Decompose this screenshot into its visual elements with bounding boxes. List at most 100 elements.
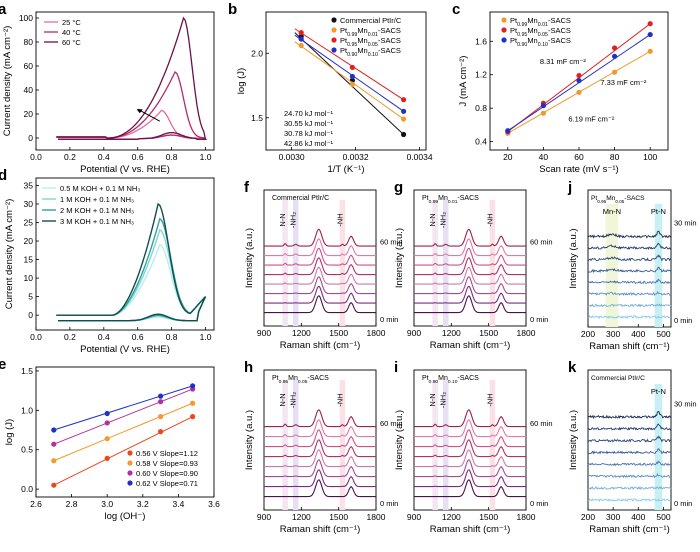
- panel-d: 0.0 0.2 0.4 0.6 0.8 1.0 0 5 10 15 20 25 30 35 Potentia…: [0, 167, 215, 355]
- x-tick-label: 900: [257, 328, 271, 338]
- x-tick-label: 0.0: [30, 332, 42, 342]
- panel-k: 200 300 400 500 Raman shift (cm⁻¹) Intensity …: [568, 359, 697, 535]
- y-tick-label: 30: [24, 199, 34, 209]
- data-point: [576, 89, 582, 95]
- x-tick-label: 2.8: [66, 499, 78, 509]
- data-point: [505, 128, 511, 134]
- y-axis-label: log (J): [4, 419, 15, 445]
- raman-spectrum: [414, 469, 526, 488]
- legend-marker: [331, 37, 337, 43]
- y-axis-label: Intensity (a.u.): [394, 410, 405, 470]
- x-tick-label: 1.0: [200, 332, 212, 342]
- raman-spectrum: [587, 423, 672, 431]
- panel-title: Pt0.90Mn0.10-SACS: [422, 375, 479, 385]
- raman-spectrum: [587, 278, 672, 285]
- text-run: -SACS: [548, 16, 571, 25]
- x-tick-label: 900: [257, 512, 271, 522]
- x-tick-label: 300: [606, 512, 620, 522]
- cv-curve: [56, 217, 207, 322]
- panel-letter: k: [568, 359, 577, 376]
- band-shade: [654, 204, 663, 327]
- legend-label: 0.58 V Slope=0.93: [136, 459, 198, 468]
- x-tick-label: 0.0034: [407, 152, 433, 162]
- subscript: 0.90: [347, 52, 357, 58]
- band-label: N-N: [278, 213, 287, 226]
- x-tick-label: 0.6: [132, 332, 144, 342]
- y-tick-label: 1.0: [21, 405, 33, 415]
- raman-spectrum: [414, 409, 526, 428]
- panel-c: 20 40 60 80 100 0.4 0.8 1.2 1.6 Scan rate (mV s⁻¹…: [452, 1, 669, 175]
- y-tick-label: 0: [28, 133, 33, 143]
- band-label: -NH: [485, 213, 494, 226]
- data-point: [647, 48, 653, 54]
- panel-f: 900 1200 1500 1800 Raman shift (cm⁻¹) Intensi…: [244, 179, 403, 351]
- panel-i: 900 1200 1500 1800 Raman shift (cm⁻¹) Intensi…: [394, 359, 553, 535]
- fit-line: [294, 32, 404, 135]
- subscript: 0.05: [368, 42, 378, 48]
- text-run: -SACS: [457, 375, 479, 382]
- text-run: -SACS: [378, 36, 401, 45]
- axes-frame: [265, 11, 427, 151]
- band-shade: [605, 204, 619, 327]
- time-top: 60 min: [380, 237, 403, 246]
- legend-marker: [331, 47, 337, 53]
- panel-letter: d: [0, 167, 7, 184]
- text-run: Mn: [527, 36, 537, 45]
- x-axis-label: log (OH⁻): [105, 511, 146, 522]
- axes-frame: [413, 369, 527, 511]
- x-tick-label: 0.4: [98, 152, 110, 162]
- data-point: [51, 441, 57, 447]
- subscript: 0.90: [517, 42, 527, 48]
- panel-title: Commercial PtIr/C: [272, 195, 329, 202]
- cdl-label: 6.19 mF cm⁻²: [568, 115, 615, 124]
- panel-letter: h: [244, 359, 253, 376]
- panel-b: 0.0030 0.0032 0.0034 1.5 2.0 1/T (K⁻¹) log (J)…: [228, 1, 433, 175]
- raman-spectrum: [264, 469, 376, 488]
- subscript: 0.10: [538, 42, 548, 48]
- y-axis-label: J (mA cm⁻²): [458, 56, 469, 107]
- panel-a: 0.0 0.2 0.4 0.6 0.8 1.0 0 20 40 60 80 100 Potential …: [0, 1, 215, 175]
- band-label: -NH₂: [439, 392, 448, 408]
- text-run: -SACS: [378, 46, 401, 55]
- band-shade: [489, 200, 496, 326]
- data-point: [401, 116, 407, 122]
- activation-energy: 42.86 kJ mol⁻¹: [284, 139, 333, 148]
- data-point: [158, 414, 164, 420]
- x-tick-label: 0.8: [166, 152, 178, 162]
- legend-label: Pt0.95Mn0.05-SACS: [510, 26, 571, 38]
- data-point: [401, 131, 407, 138]
- fit-line: [294, 41, 404, 120]
- text-run: -SACS: [548, 36, 571, 45]
- raman-spectrum: [587, 411, 672, 420]
- x-axis-label: Potential (V vs. RHE): [80, 164, 170, 175]
- fit-line: [53, 402, 193, 462]
- subscript: 0.95: [517, 32, 527, 38]
- y-tick-label: 40: [24, 85, 34, 95]
- panel-title: Commercial PtIr/C: [591, 375, 645, 382]
- time-bottom: 0 min: [530, 315, 548, 324]
- y-tick-label: 1.2: [475, 70, 487, 80]
- data-point: [647, 21, 653, 27]
- axes-frame: [263, 189, 377, 327]
- raman-spectrum: [414, 459, 526, 478]
- subscript: 0.95: [347, 42, 357, 48]
- x-tick-label: 100: [643, 152, 657, 162]
- text-run: -SACS: [548, 26, 571, 35]
- panel-letter: a: [0, 1, 7, 18]
- x-tick-label: 1.0: [200, 152, 212, 162]
- panel-letter: i: [394, 359, 398, 376]
- band-label: Mn-N: [603, 207, 621, 216]
- y-axis-label: Intensity (a.u.): [568, 410, 579, 470]
- y-tick-label: 0.0: [21, 484, 33, 494]
- data-point: [349, 81, 355, 87]
- x-tick-label: 1800: [367, 512, 386, 522]
- raman-spectrum: [414, 419, 526, 438]
- text-run: Pt: [510, 36, 518, 45]
- raman-spectrum: [587, 230, 672, 239]
- data-point: [612, 69, 618, 75]
- subscript: 0.05: [538, 32, 548, 38]
- text-run: -SACS: [378, 26, 401, 35]
- data-point: [104, 420, 110, 426]
- subscript: 0.10: [368, 52, 378, 58]
